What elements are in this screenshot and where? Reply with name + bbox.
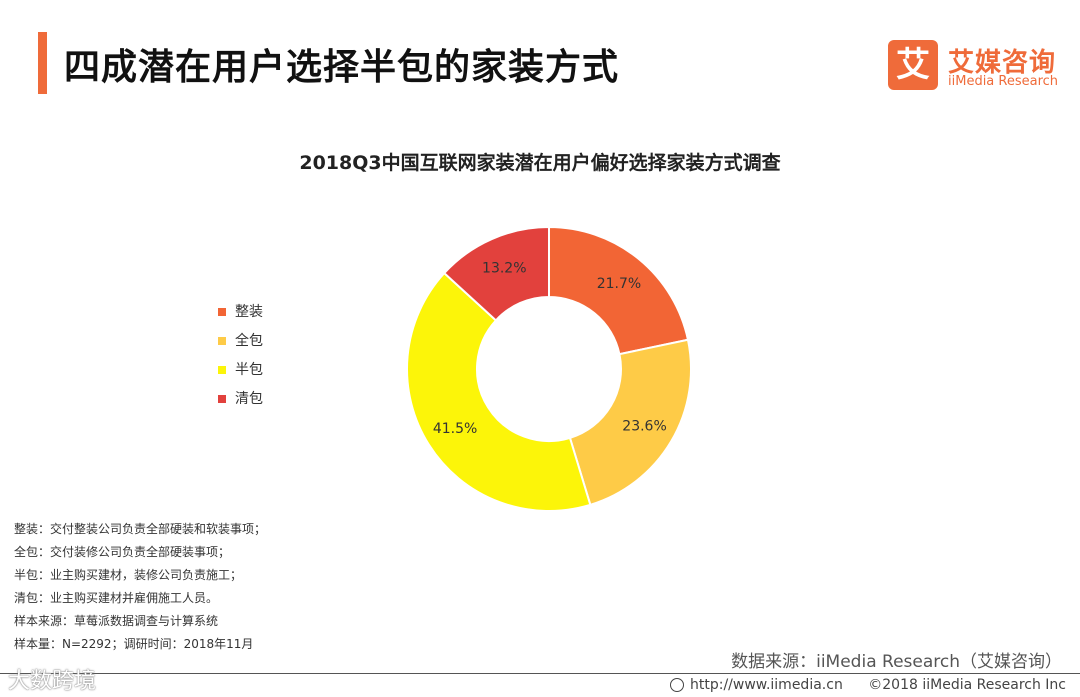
donut-slice-2 (406, 271, 592, 512)
chart-title: 2018Q3中国互联网家装潜在用户偏好选择家装方式调查 (299, 152, 781, 174)
slice-value-label-2: 41.5% (433, 421, 477, 437)
slice-value-label-0: 21.7% (597, 276, 641, 292)
globe-icon (670, 678, 684, 692)
title-accent-bar (38, 32, 47, 94)
donut-slice-0 (548, 225, 690, 356)
donut-slice-3 (442, 225, 550, 322)
note-line: 全包：交付装修公司负责全部硬装事项； (14, 545, 231, 559)
donut-slice-1 (568, 338, 692, 507)
logo-mark-icon: 艾 (888, 40, 938, 90)
legend-label: 清包 (235, 391, 263, 407)
slice-value-label-3: 13.2% (482, 260, 526, 276)
note-line: 半包：业主购买建材，装修公司负责施工； (14, 568, 243, 582)
legend-swatch (218, 337, 226, 345)
legend-label: 半包 (235, 362, 263, 378)
note-line: 样本量：N=2292；调研时间：2018年11月 (14, 637, 254, 651)
logo-english-text: iiMedia Research (948, 74, 1059, 89)
footer-copyright: ©2018 iiMedia Research Inc (868, 677, 1066, 693)
footer-url-link[interactable]: http://www.iimedia.cn (670, 677, 843, 693)
legend-swatch (218, 366, 226, 374)
note-line: 样本来源：草莓派数据调查与计算系统 (14, 614, 219, 628)
page-title: 四成潜在用户选择半包的家装方式 (64, 47, 620, 88)
note-line: 整装：交付整装公司负责全部硬装和软装事项； (14, 522, 267, 536)
footer-divider (0, 673, 1080, 674)
footer-url-text[interactable]: http://www.iimedia.cn (690, 677, 843, 693)
chart-notes: 整装：交付整装公司负责全部硬装和软装事项； 全包：交付装修公司负责全部硬装事项；… (14, 518, 266, 656)
data-source: 数据来源：iiMedia Research（艾媒咨询） (731, 652, 1062, 672)
note-line: 清包：业主购买建材并雇佣施工人员。 (14, 591, 219, 605)
legend-label: 整装 (235, 304, 263, 320)
brand-logo: 艾 艾媒咨询 iiMedia Research (888, 40, 1068, 96)
logo-chinese-text: 艾媒咨询 (948, 48, 1057, 78)
legend-label: 全包 (235, 333, 263, 349)
watermark-text: 大数跨境 (8, 669, 97, 694)
legend-swatch (218, 308, 226, 316)
slice-value-label-1: 23.6% (622, 419, 666, 435)
legend-swatch (218, 395, 226, 403)
